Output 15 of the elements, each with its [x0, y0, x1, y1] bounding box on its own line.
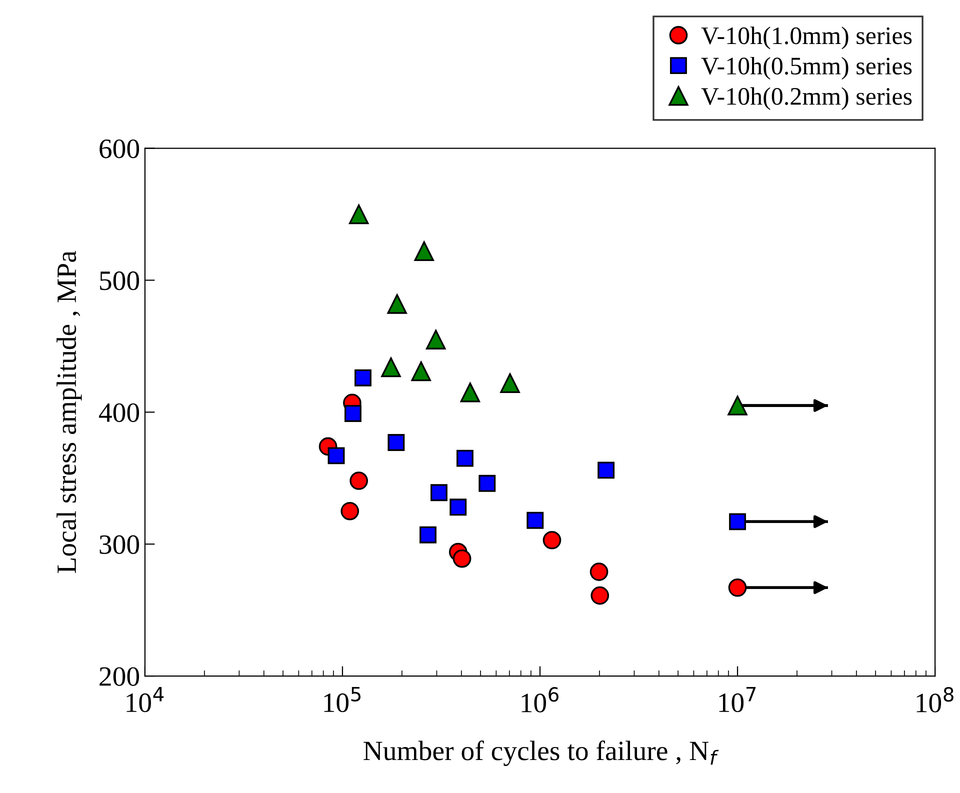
y-tick-label: 400	[98, 403, 140, 422]
y-tick-label: 500	[100, 271, 140, 290]
x-tick-label: 10$^{6}$	[522, 687, 558, 712]
legend-label: V-10h(0.2mm) series	[701, 87, 912, 110]
x-tick-label: 10$^{7}$	[719, 687, 756, 712]
legend-label: V-10h(1.0mm) series	[701, 26, 912, 50]
x-axis-title: Number of cycles to failure , N$_{f}$	[364, 740, 719, 766]
legend-label: V-10h(0.5mm) series	[701, 56, 912, 80]
x-tick-label: 10$^{8}$	[916, 687, 954, 712]
x-tick-label: 10$^{5}$	[324, 687, 360, 712]
y-tick-label: 300	[100, 535, 140, 554]
y-tick-label: 200	[100, 667, 140, 686]
x-tick-label: 10$^{4}$	[126, 687, 164, 712]
y-axis-title: Local stress amplitude , MPa	[56, 250, 82, 573]
y-tick-label: 600	[100, 139, 140, 158]
